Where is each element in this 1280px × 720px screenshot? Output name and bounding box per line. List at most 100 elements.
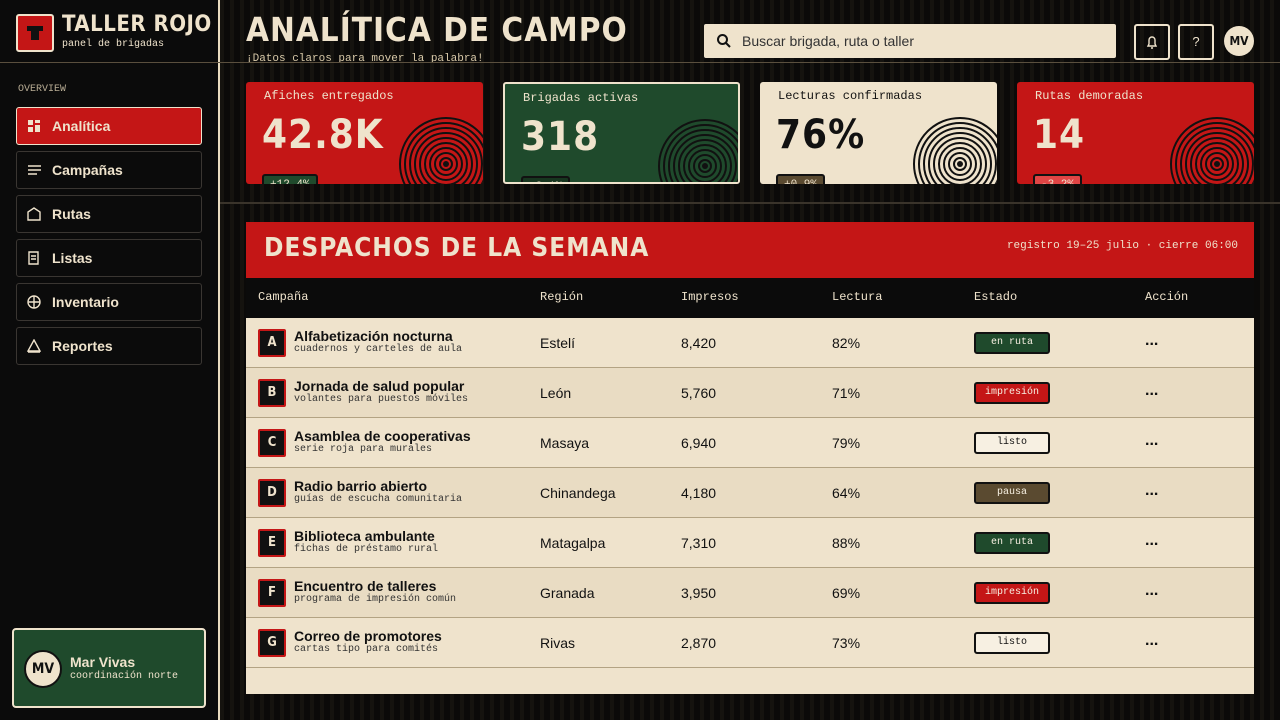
help-button[interactable]: ? bbox=[1178, 24, 1214, 60]
kpi-label: Lecturas confirmadas bbox=[778, 89, 923, 103]
printed: 6,940 bbox=[681, 435, 717, 451]
status-pill: impresión bbox=[974, 582, 1050, 604]
row-badge: D bbox=[258, 479, 286, 507]
row-action[interactable]: ... bbox=[1145, 632, 1159, 649]
table-row[interactable]: D Radio barrio abierto guías de escucha co… bbox=[246, 468, 1254, 518]
row-action[interactable]: ... bbox=[1145, 382, 1159, 399]
notifications-button[interactable] bbox=[1134, 24, 1170, 60]
reading: 82% bbox=[832, 335, 861, 351]
column-header: Región bbox=[540, 290, 584, 304]
column-header: Acción bbox=[1145, 290, 1189, 304]
row-action[interactable]: ... bbox=[1145, 332, 1159, 349]
nav-icon bbox=[27, 207, 41, 221]
user-role: coordinación norte bbox=[70, 671, 179, 682]
status-pill: listo bbox=[974, 632, 1050, 654]
column-header: Lectura bbox=[832, 290, 883, 304]
icon bbox=[27, 295, 41, 309]
region: Rivas bbox=[540, 635, 576, 651]
nav-label: Rutas bbox=[52, 206, 91, 222]
nav-label: Campañas bbox=[52, 162, 123, 178]
nav-item[interactable]: Rutas bbox=[16, 195, 202, 233]
kpi-rings bbox=[910, 112, 997, 184]
kpi-label: Afiches entregados bbox=[264, 89, 394, 103]
nav-label: Analítica bbox=[52, 118, 111, 134]
kpi-delta: +12.4% bbox=[262, 174, 318, 184]
row-badge: F bbox=[258, 579, 286, 607]
panel-meta: registro 19–25 julio · cierre 06:00 bbox=[1006, 240, 1238, 252]
row-badge: A bbox=[258, 329, 286, 357]
printed: 4,180 bbox=[681, 485, 717, 501]
icon bbox=[28, 165, 41, 175]
row-badge: E bbox=[258, 529, 286, 557]
bell-icon bbox=[1146, 36, 1158, 49]
row-action[interactable]: ... bbox=[1145, 432, 1159, 449]
header-avatar[interactable]: MV bbox=[1224, 26, 1254, 56]
icon bbox=[28, 120, 40, 132]
kpi-value: 76% bbox=[776, 112, 866, 158]
rings bbox=[913, 117, 997, 184]
campaign-name: Asamblea de cooperativas bbox=[294, 428, 471, 444]
nav-icon bbox=[27, 119, 41, 133]
row-action[interactable]: ... bbox=[1145, 582, 1159, 599]
icon bbox=[26, 338, 42, 353]
nav-item[interactable]: Analítica bbox=[16, 107, 202, 145]
search-placeholder: Buscar brigada, ruta o taller bbox=[742, 33, 914, 49]
campaign-name: Encuentro de talleres bbox=[294, 578, 437, 594]
campaign-name: Alfabetización nocturna bbox=[294, 328, 453, 344]
row-action[interactable]: ... bbox=[1145, 482, 1159, 499]
table-row[interactable]: A Alfabetización nocturna cuadernos y cart… bbox=[246, 318, 1254, 368]
reading: 79% bbox=[832, 435, 861, 451]
nav-item[interactable]: Reportes bbox=[16, 327, 202, 365]
nav-icon bbox=[27, 163, 41, 177]
row-action[interactable]: ... bbox=[1145, 532, 1159, 549]
rings bbox=[399, 117, 483, 184]
kpi-card: Brigadas activas 318 +8.1% bbox=[503, 82, 740, 184]
table-row[interactable]: B Jornada de salud popular volantes para p… bbox=[246, 368, 1254, 418]
column-header: Campaña bbox=[258, 290, 309, 304]
kpi-label: Brigadas activas bbox=[523, 91, 639, 105]
status-pill: impresión bbox=[974, 382, 1050, 404]
table-row[interactable]: C Asamblea de cooperativas serie roja para… bbox=[246, 418, 1254, 468]
kpi-value: 318 bbox=[521, 114, 600, 160]
column-header: Estado bbox=[974, 290, 1018, 304]
page-subtitle: ¡Datos claros para mover la palabra! bbox=[246, 53, 484, 62]
kpi-card: Rutas demoradas 14 -3.2% bbox=[1017, 82, 1254, 184]
nav-item[interactable]: Inventario bbox=[16, 283, 202, 321]
icon bbox=[28, 251, 39, 265]
printed: 8,420 bbox=[681, 335, 717, 351]
icon bbox=[27, 207, 41, 221]
table-row[interactable]: E Biblioteca ambulante fichas de préstamo … bbox=[246, 518, 1254, 568]
nav-section: OVERVIEW bbox=[18, 84, 67, 95]
kpi-value: 14 bbox=[1033, 112, 1086, 158]
panel-header: DESPACHOS DE LA SEMANA registro 19–25 ju… bbox=[246, 222, 1254, 278]
table-row[interactable]: G Correo de promotores cartas tipo para co… bbox=[246, 618, 1254, 668]
region: Matagalpa bbox=[540, 535, 606, 551]
kpi-label: Rutas demoradas bbox=[1035, 89, 1144, 103]
nav-label: Reportes bbox=[52, 338, 113, 354]
table-row[interactable]: F Encuentro de talleres programa de impres… bbox=[246, 568, 1254, 618]
region: Chinandega bbox=[540, 485, 616, 501]
kpi-delta: +8.1% bbox=[521, 176, 571, 182]
nav-item[interactable]: Listas bbox=[16, 239, 202, 277]
column-header: Impresos bbox=[681, 290, 739, 304]
table-header: Campaña Región Impresos Lectura Estado Acción bbox=[246, 278, 1254, 318]
kpi-delta: -3.2% bbox=[1033, 174, 1083, 184]
campaign-name: Radio barrio abierto bbox=[294, 478, 428, 494]
search-box[interactable]: Buscar brigada, ruta o taller bbox=[704, 24, 1116, 58]
reading: 88% bbox=[832, 535, 861, 551]
user-name: Mar Vivas bbox=[70, 654, 136, 670]
nav-icon bbox=[26, 338, 42, 353]
nav-item[interactable]: Campañas bbox=[16, 151, 202, 189]
nav-icon bbox=[27, 295, 41, 309]
row-badge: C bbox=[258, 429, 286, 457]
section-rule bbox=[220, 202, 1280, 204]
sidebar: TALLER ROJO panel de brigadas OVERVIEW A… bbox=[0, 0, 220, 720]
row-badge: G bbox=[258, 629, 286, 657]
status-pill: pausa bbox=[974, 482, 1050, 504]
row-badge: B bbox=[258, 379, 286, 407]
kpi-rings bbox=[1167, 112, 1254, 184]
kpi-rings bbox=[655, 114, 738, 182]
nav-icon bbox=[27, 251, 41, 265]
user-card[interactable]: MV Mar Vivas coordinación norte bbox=[12, 628, 206, 708]
